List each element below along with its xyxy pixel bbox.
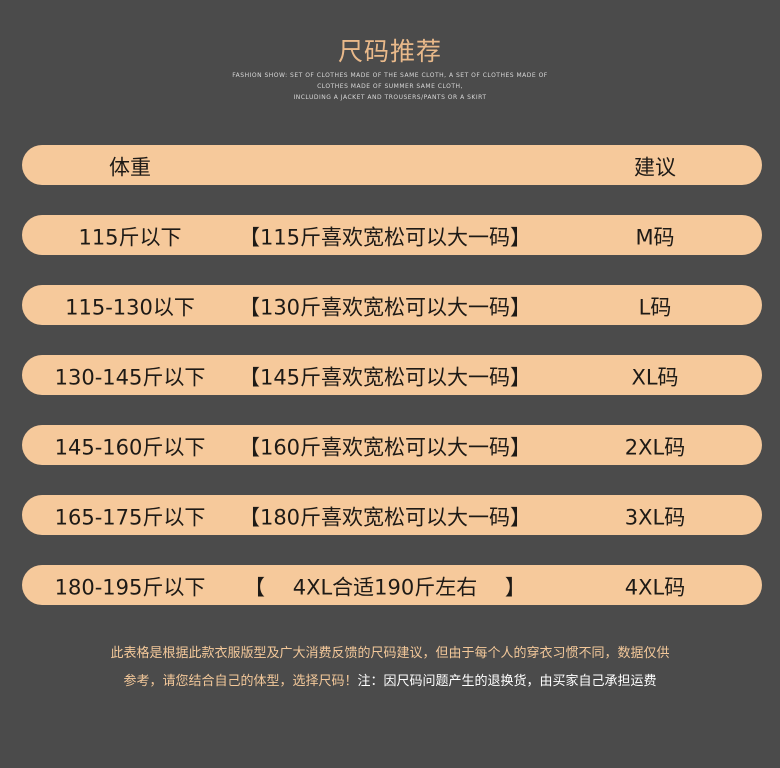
row-size: L码 [638,295,672,320]
table-row: 115-130以下 【130斤喜欢宽松可以大一码】 L码 [22,285,762,325]
table-header: 体重 建议 [22,145,762,185]
table-row: 130-145斤以下 【145斤喜欢宽松可以大一码】 XL码 [22,355,762,395]
row-size: XL码 [631,365,679,390]
footer-warning: 注：因尺码问题产生的退换货，由买家自己承担运费 [357,674,657,689]
row-weight: 115斤以下 [78,225,182,250]
row-note: 【160斤喜欢宽松可以大一码】 [238,435,532,460]
row-size: M码 [635,225,675,250]
row-note: 【115斤喜欢宽松可以大一码】 [238,225,532,250]
page-title: 尺码推荐 [337,37,442,66]
table-row: 180-195斤以下 【 4XL合适190斤左右 】 4XL码 [22,565,762,605]
row-size: 2XL码 [624,435,686,460]
row-note: 【130斤喜欢宽松可以大一码】 [238,295,532,320]
row-weight: 180-195斤以下 [54,575,206,600]
header-weight: 体重 [109,155,151,180]
row-weight: 130-145斤以下 [54,365,206,390]
table-row: 165-175斤以下 【180斤喜欢宽松可以大一码】 3XL码 [22,495,762,535]
footer-note: 此表格是根据此款衣服版型及广大消费反馈的尺码建议，但由于每个人的穿衣习惯不同，数… [60,640,720,696]
footer-line: 参考，请您结合自己的体型，选择尺码！注：因尺码问题产生的退换货，由买家自己承担运… [60,668,720,696]
footer-text: 参考，请您结合自己的体型，选择尺码！ [123,674,358,689]
subtitle-line: INCLUDING A JACKET AND TROUSERS/PANTS OR… [293,94,487,101]
footer-line: 此表格是根据此款衣服版型及广大消费反馈的尺码建议，但由于每个人的穿衣习惯不同，数… [110,646,670,661]
row-note: 【180斤喜欢宽松可以大一码】 [238,505,532,530]
table-row: 115斤以下 【115斤喜欢宽松可以大一码】 M码 [22,215,762,255]
row-weight: 145-160斤以下 [54,435,206,460]
subtitle-line: FASHION SHOW: SET OF CLOTHES MADE OF THE… [232,72,548,79]
row-size: 4XL码 [624,575,686,600]
row-weight: 115-130以下 [65,295,195,320]
row-weight: 165-175斤以下 [54,505,206,530]
table-row: 145-160斤以下 【160斤喜欢宽松可以大一码】 2XL码 [22,425,762,465]
subtitle-line: CLOTHES MADE OF SUMMER SAME CLOTH, [317,83,463,90]
row-size: 3XL码 [624,505,686,530]
row-note: 【145斤喜欢宽松可以大一码】 [238,365,532,390]
row-note: 【 4XL合适190斤左右 】 [244,575,526,600]
header-advice: 建议 [634,155,676,180]
